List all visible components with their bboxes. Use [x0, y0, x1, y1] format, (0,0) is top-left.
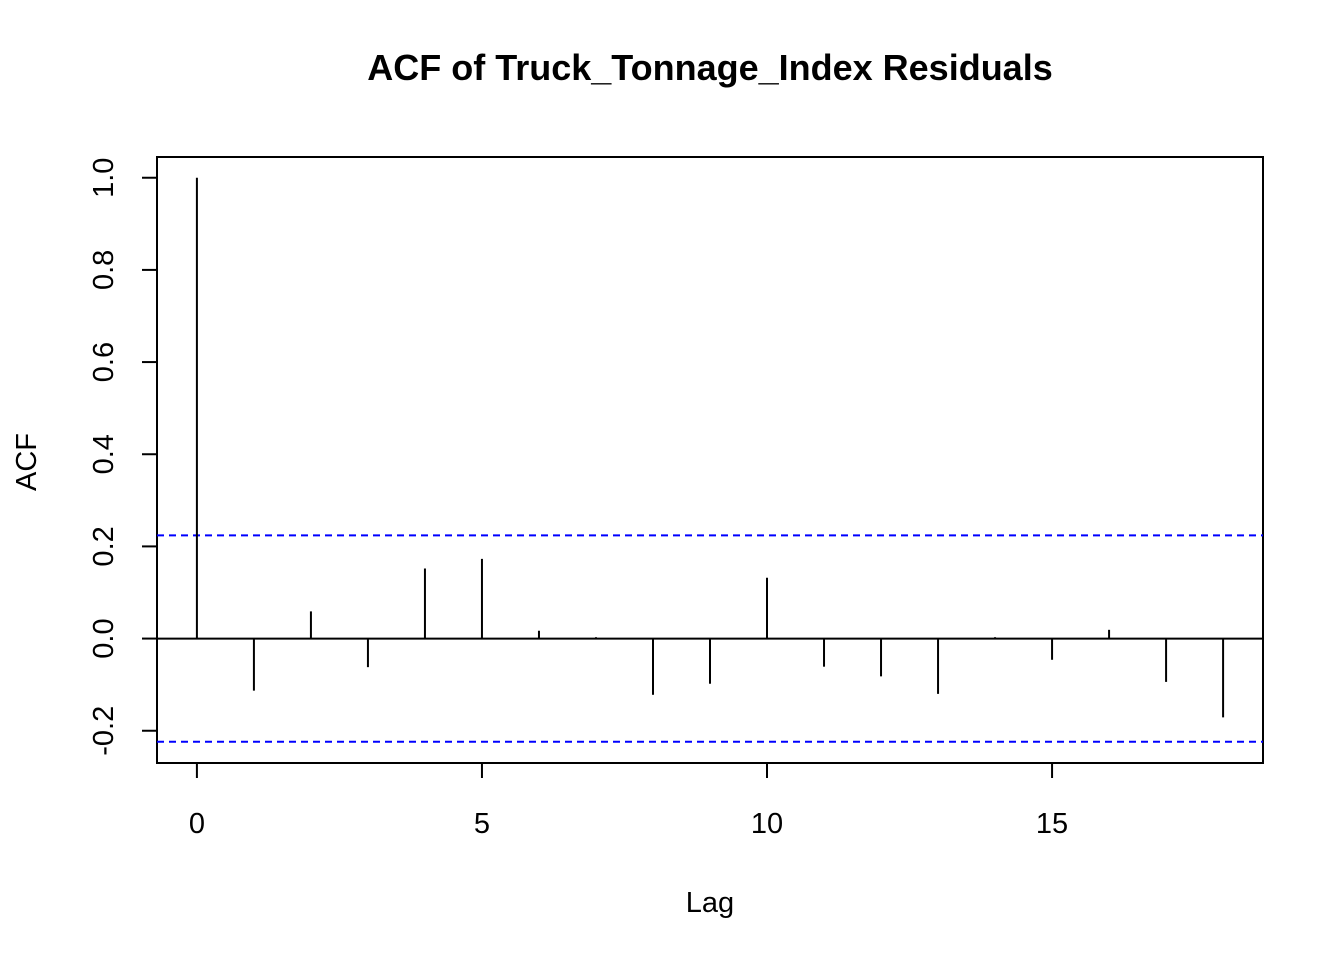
plot-frame — [156, 156, 1264, 764]
x-tick-label-5: 5 — [474, 808, 490, 840]
chart-title: ACF of Truck_Tonnage_Index Residuals — [367, 47, 1052, 88]
y-axis-label: ACF — [11, 433, 43, 491]
x-axis-label: Lag — [686, 887, 734, 919]
y-tick-label-1: 0.0 — [88, 618, 120, 658]
x-tick-label-0: 0 — [189, 808, 205, 840]
y-tick-label-2: 0.2 — [88, 526, 120, 566]
y-tick-label-5: 0.8 — [88, 250, 120, 290]
x-tick-label-15: 15 — [1036, 808, 1068, 840]
y-tick-label-6: 1.0 — [88, 158, 120, 198]
y-tick-label-4: 0.6 — [88, 342, 120, 382]
plot-marks: 0 5 10 15 -0.2 0.0 0.2 0.4 0.6 0.8 1.0 — [88, 158, 1263, 840]
y-tick-label-0: -0.2 — [88, 706, 120, 756]
x-tick-label-10: 10 — [751, 808, 783, 840]
y-tick-label-3: 0.4 — [88, 434, 120, 474]
